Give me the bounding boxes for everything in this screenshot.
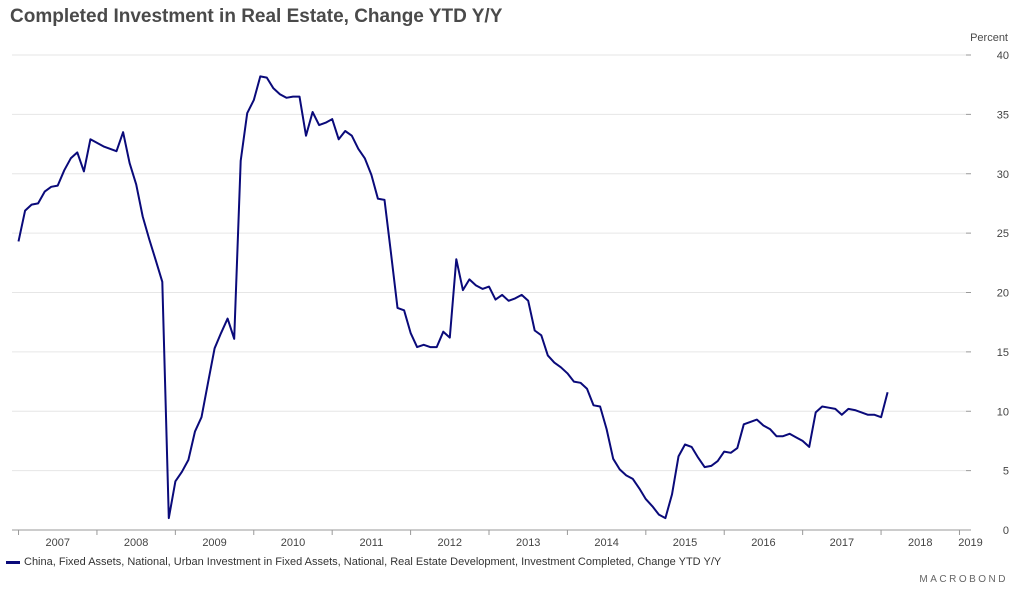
x-tick-label: 2008 bbox=[124, 537, 148, 549]
y-tick-label: 30 bbox=[997, 169, 1009, 181]
series-group bbox=[17, 75, 889, 520]
chart-title: Completed Investment in Real Estate, Cha… bbox=[10, 6, 503, 27]
gridlines bbox=[12, 54, 966, 472]
x-tick-label: 2015 bbox=[673, 537, 697, 549]
x-tick-label: 2007 bbox=[45, 537, 69, 549]
y-tick-label: 0 bbox=[1003, 525, 1009, 537]
x-tick-label: 2009 bbox=[202, 537, 226, 549]
x-tick-label: 2013 bbox=[516, 537, 540, 549]
y-axis-unit-label: Percent bbox=[970, 32, 1008, 44]
y-tick-label: 20 bbox=[997, 288, 1009, 300]
brand-logo: MACROBOND bbox=[919, 574, 1008, 585]
x-tick-label: 2019 bbox=[958, 537, 982, 549]
x-tick-label: 2011 bbox=[360, 537, 384, 549]
y-tick-label: 10 bbox=[997, 406, 1009, 418]
x-tick-label: 2017 bbox=[830, 537, 854, 549]
x-tick-label: 2010 bbox=[281, 537, 305, 549]
y-tick-label: 15 bbox=[997, 347, 1009, 359]
y-tick-label: 35 bbox=[997, 109, 1009, 121]
series-line bbox=[17, 75, 889, 520]
legend: China, Fixed Assets, National, Urban Inv… bbox=[6, 556, 721, 568]
x-tick-label: 2012 bbox=[438, 537, 462, 549]
x-axis: 2007 2008 2009 2010 2011 2012 2013 2014 2015 2016… bbox=[12, 529, 983, 549]
legend-label: China, Fixed Assets, National, Urban Inv… bbox=[24, 556, 722, 568]
y-tick-label: 5 bbox=[1003, 466, 1009, 478]
y-tick-label: 40 bbox=[997, 50, 1009, 62]
legend-swatch bbox=[6, 560, 20, 564]
x-tick-label: 2016 bbox=[751, 537, 775, 549]
x-tick-label: 2018 bbox=[908, 537, 932, 549]
y-tick-label: 25 bbox=[997, 228, 1009, 240]
x-tick-label: 2014 bbox=[594, 537, 618, 549]
y-axis: 0 5 10 15 20 25 30 35 40 bbox=[966, 50, 1009, 537]
